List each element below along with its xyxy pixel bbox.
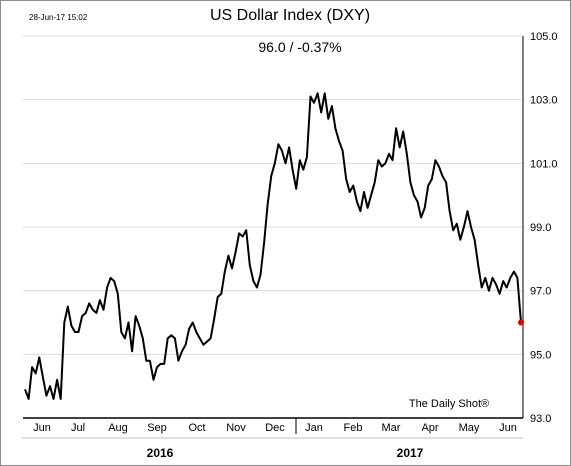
x-tick-label: Jun (33, 422, 51, 434)
chart-title: US Dollar Index (DXY) (210, 7, 370, 24)
last-value-marker (518, 319, 524, 326)
x-tick-label: May (459, 422, 480, 434)
x-tick-label: Jun (499, 422, 517, 434)
x-tick-label: Mar (382, 422, 401, 434)
timestamp-label: 28-Jun-17 15:02 (29, 13, 88, 22)
y-axis-ticks: 105.0 103.0 101.0 99.0 97.0 95.0 93.0 (530, 31, 558, 425)
year-label-2016: 2016 (147, 446, 174, 460)
y-tick-label: 103.0 (530, 95, 558, 107)
x-tick-label: Feb (344, 422, 363, 434)
x-tick-label: Oct (188, 422, 205, 434)
y-tick-label: 97.0 (530, 286, 551, 298)
x-tick-label: Nov (226, 422, 246, 434)
x-tick-label: Sep (147, 422, 167, 434)
y-tick-label: 105.0 (530, 31, 558, 43)
x-tick-label: Dec (265, 422, 285, 434)
x-tick-label: Jan (305, 422, 323, 434)
x-axis-ticks: Jun Jul Aug Sep Oct Nov Dec Jan Feb Mar Apr May Jun (33, 422, 517, 434)
y-tick-label: 99.0 (530, 222, 551, 234)
y-tick-label: 101.0 (530, 158, 558, 170)
x-tick-label: Jul (71, 422, 85, 434)
year-label-2017: 2017 (397, 446, 424, 460)
y-tick-label: 95.0 (530, 349, 551, 361)
x-tick-label: Aug (108, 422, 128, 434)
y-tick-label: 93.0 (530, 413, 551, 425)
chart-subtitle: 96.0 / -0.37% (258, 39, 341, 55)
x-tick-label: Apr (421, 422, 438, 434)
brand-watermark: The Daily Shot® (409, 398, 489, 410)
series-line-dxy (24, 92, 522, 400)
